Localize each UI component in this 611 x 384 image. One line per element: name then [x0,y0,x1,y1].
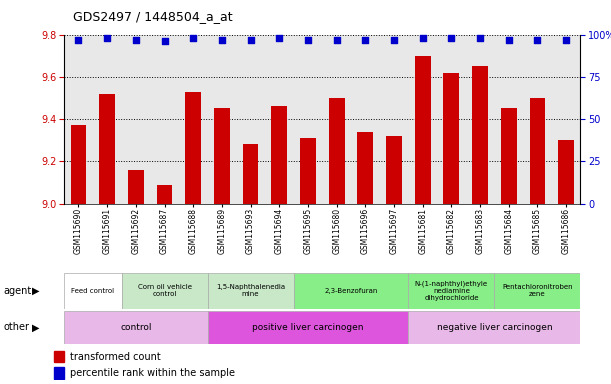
Bar [444,73,459,204]
Point [217,36,227,43]
Bar [156,184,172,204]
Bar [415,56,431,204]
Text: Pentachloronitroben
zene: Pentachloronitroben zene [502,285,573,297]
Text: 1,5-Naphthalenedia
mine: 1,5-Naphthalenedia mine [216,285,285,297]
Bar [294,273,408,309]
Bar [408,311,580,344]
Bar [185,92,201,204]
Bar [122,273,208,309]
Text: 2,3-Benzofuran: 2,3-Benzofuran [324,288,378,294]
Bar [501,109,517,204]
Text: positive liver carcinogen: positive liver carcinogen [252,323,364,332]
Point [188,35,198,41]
Bar [64,311,208,344]
Text: agent: agent [3,286,31,296]
Text: Corn oil vehicle
control: Corn oil vehicle control [137,285,191,297]
Point [332,36,342,43]
Point [562,36,571,43]
Text: Feed control: Feed control [71,288,114,294]
Bar [300,138,316,204]
Text: other: other [3,322,29,333]
Point [274,35,284,41]
Text: ▶: ▶ [32,286,39,296]
Bar [357,132,373,204]
Bar [530,98,545,204]
Bar [472,66,488,204]
Bar [71,125,86,204]
Text: negative liver carcinogen: negative liver carcinogen [437,323,552,332]
Text: ▶: ▶ [32,322,39,333]
Point [389,36,399,43]
Point [418,35,428,41]
Bar [408,273,494,309]
Bar [558,140,574,204]
Point [159,38,169,45]
Bar [214,109,230,204]
Point [504,36,514,43]
Text: control: control [120,323,152,332]
Point [533,36,543,43]
Bar [329,98,345,204]
Bar [64,273,122,309]
Text: GDS2497 / 1448504_a_at: GDS2497 / 1448504_a_at [73,10,233,23]
Bar [208,273,294,309]
Point [102,35,112,41]
Bar [128,170,144,204]
Point [131,36,141,43]
Bar [54,367,64,379]
Point [303,36,313,43]
Bar [100,94,115,204]
Bar [494,273,580,309]
Bar [386,136,402,204]
Bar [208,311,408,344]
Text: percentile rank within the sample: percentile rank within the sample [70,368,235,378]
Text: N-(1-naphthyl)ethyle
nediamine
dihydrochloride: N-(1-naphthyl)ethyle nediamine dihydroch… [415,281,488,301]
Bar [54,351,64,362]
Bar [271,106,287,204]
Point [475,35,485,41]
Point [246,36,255,43]
Point [360,36,370,43]
Point [73,36,83,43]
Point [447,35,456,41]
Bar [243,144,258,204]
Text: transformed count: transformed count [70,352,161,362]
